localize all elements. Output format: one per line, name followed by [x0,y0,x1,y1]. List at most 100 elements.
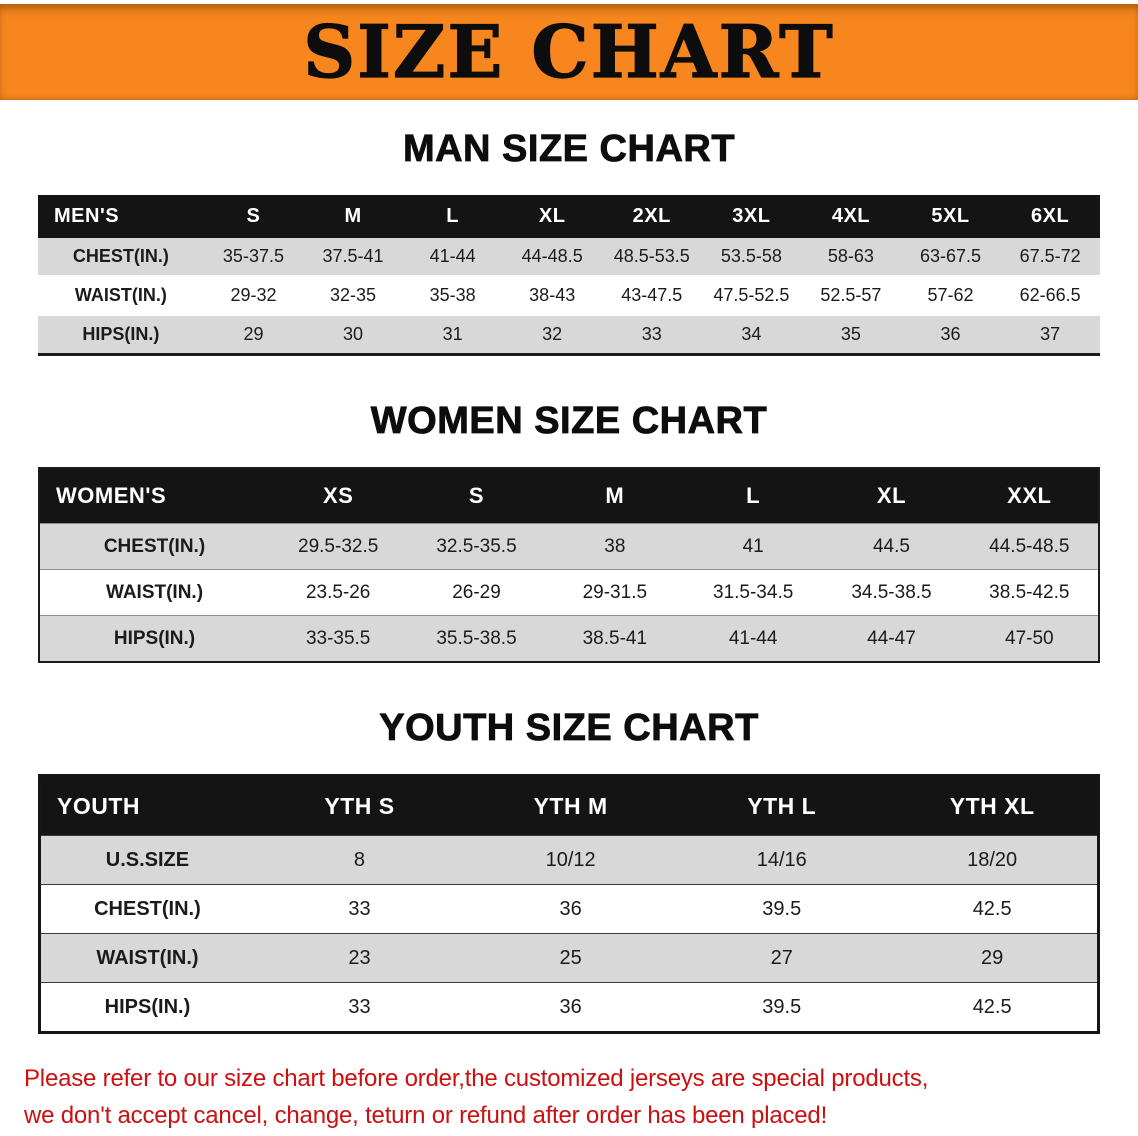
men-size-table: MEN'S S M L XL 2XL 3XL 4XL 5XL 6XL CHEST(IN.) 35-37… [38,195,1100,356]
measurement-value-cell: 34 [701,315,802,355]
measurement-value-cell: 31 [402,315,503,355]
measurement-value-cell: 36 [465,982,677,1033]
measurement-value-cell: 41-44 [402,238,503,277]
size-header-cell: XL [822,468,961,524]
size-header-cell: YTH L [676,775,888,836]
measurement-value-cell: 26-29 [407,569,546,616]
measurement-row: HIPS(IN.) 33 36 39.5 42.5 [39,982,1099,1033]
measurement-value-cell: 42.5 [887,884,1099,934]
women-size-table: WOMEN'S XS S M L XL XXL CHEST(IN.) 29.5-32.5 32.5… [38,467,1100,663]
size-header-cell: S [203,195,304,238]
measurement-value-cell: 44.5-48.5 [960,523,1099,570]
disclaimer-note: Please refer to our size chart before or… [24,1062,1114,1134]
measurement-value-cell: 53.5-58 [701,238,802,277]
size-header-cell: YTH M [465,775,677,836]
size-header-cell: 3XL [701,195,802,238]
measurement-value-cell: 38.5-41 [545,615,684,662]
measurement-value-cell: 33-35.5 [269,615,408,662]
measurement-value-cell: 32-35 [303,276,403,316]
measurement-label-cell: WAIST(IN.) [39,933,254,983]
measurement-label-cell: CHEST(IN.) [39,884,254,934]
disclaimer-line-2: we don't accept cancel, change, teturn o… [24,1101,828,1129]
measurement-label-cell: CHEST(IN.) [39,523,269,570]
measurement-value-cell: 43-47.5 [601,276,702,316]
measurement-value-cell: 27 [676,933,888,983]
measurement-value-cell: 29.5-32.5 [269,523,408,570]
measurement-row: CHEST(IN.) 29.5-32.5 32.5-35.5 38 41 44.5 44.5… [39,523,1099,570]
size-header-cell: M [545,468,684,524]
size-header-cell: 4XL [801,195,901,238]
measurement-value-cell: 62-66.5 [1000,276,1100,316]
table-title-cell: WOMEN'S [39,468,269,524]
disclaimer-line-1: Please refer to our size chart before or… [24,1065,929,1092]
measurement-value-cell: 29-32 [203,276,304,316]
measurement-value-cell: 23.5-26 [269,569,408,616]
measurement-value-cell: 33 [253,884,466,934]
measurement-value-cell: 35-37.5 [203,238,304,277]
measurement-value-cell: 31.5-34.5 [683,569,823,616]
youth-size-table: YOUTH YTH S YTH M YTH L YTH XL U.S.SIZE 8 10/12… [38,774,1100,1034]
measurement-value-cell: 34.5-38.5 [822,569,961,616]
size-table-header-row: YOUTH YTH S YTH M YTH L YTH XL [39,775,1099,836]
measurement-value-cell: 48.5-53.5 [601,238,702,277]
measurement-value-cell: 39.5 [676,884,888,934]
measurement-value-cell: 25 [465,933,677,983]
youth-size-section: YOUTH SIZE CHART YOUTH YTH S YTH M YTH L YTH… [0,707,1138,1034]
measurement-value-cell: 33 [601,315,702,355]
size-header-cell: 5XL [900,195,1001,238]
measurement-row: HIPS(IN.) 29 30 31 32 33 34 35 36 37 [38,315,1100,355]
measurement-value-cell: 44.5 [822,523,961,570]
youth-chart-heading: YOUTH SIZE CHART [379,707,759,750]
measurement-row: WAIST(IN.) 23.5-26 26-29 29-31.5 31.5-34.5 34… [39,569,1099,616]
measurement-value-cell: 58-63 [801,238,901,277]
measurement-label-cell: CHEST(IN.) [38,238,204,277]
size-header-cell: L [683,468,823,524]
measurement-value-cell: 39.5 [676,982,888,1033]
measurement-row: WAIST(IN.) 29-32 32-35 35-38 38-43 43-47.5 47.… [38,276,1100,316]
size-table-header-row: MEN'S S M L XL 2XL 3XL 4XL 5XL 6XL [38,195,1100,238]
measurement-label-cell: WAIST(IN.) [39,569,269,616]
measurement-value-cell: 47-50 [960,615,1099,662]
measurement-value-cell: 57-62 [900,276,1001,316]
measurement-value-cell: 52.5-57 [801,276,901,316]
measurement-value-cell: 29 [887,933,1099,983]
measurement-value-cell: 23 [253,933,466,983]
size-header-cell: S [407,468,546,524]
measurement-value-cell: 35 [801,315,901,355]
measurement-row: HIPS(IN.) 33-35.5 35.5-38.5 38.5-41 41-44 44-… [39,615,1099,662]
size-header-cell: 6XL [1000,195,1100,238]
measurement-value-cell: 37 [1000,315,1100,355]
measurement-value-cell: 35.5-38.5 [407,615,546,662]
measurement-value-cell: 32.5-35.5 [407,523,546,570]
measurement-value-cell: 41 [683,523,823,570]
size-header-cell: XS [269,468,408,524]
measurement-value-cell: 30 [303,315,403,355]
size-header-cell: YTH S [253,775,466,836]
size-table-header-row: WOMEN'S XS S M L XL XXL [39,468,1099,524]
measurement-row: CHEST(IN.) 35-37.5 37.5-41 41-44 44-48.5 48.5… [38,238,1100,277]
measurement-value-cell: 33 [253,982,466,1033]
measurement-value-cell: 10/12 [465,835,677,885]
measurement-label-cell: HIPS(IN.) [39,982,254,1033]
measurement-value-cell: 36 [900,315,1001,355]
measurement-value-cell: 42.5 [887,982,1099,1033]
women-size-section: WOMEN SIZE CHART WOMEN'S XS S M L XL XXL CHEST(… [0,400,1138,663]
table-title-cell: MEN'S [38,195,204,238]
measurement-value-cell: 29-31.5 [545,569,684,616]
measurement-value-cell: 29 [203,315,304,355]
measurement-label-cell: HIPS(IN.) [38,315,204,355]
measurement-value-cell: 44-48.5 [502,238,602,277]
size-header-cell: XXL [960,468,1099,524]
measurement-label-cell: U.S.SIZE [39,835,254,885]
measurement-value-cell: 44-47 [822,615,961,662]
size-header-cell: XL [502,195,602,238]
measurement-value-cell: 47.5-52.5 [701,276,802,316]
measurement-value-cell: 18/20 [887,835,1099,885]
size-header-cell: L [402,195,503,238]
measurement-row: WAIST(IN.) 23 25 27 29 [39,933,1099,983]
measurement-label-cell: WAIST(IN.) [38,276,204,316]
size-header-cell: 2XL [601,195,702,238]
measurement-value-cell: 38.5-42.5 [960,569,1099,616]
measurement-value-cell: 36 [465,884,677,934]
